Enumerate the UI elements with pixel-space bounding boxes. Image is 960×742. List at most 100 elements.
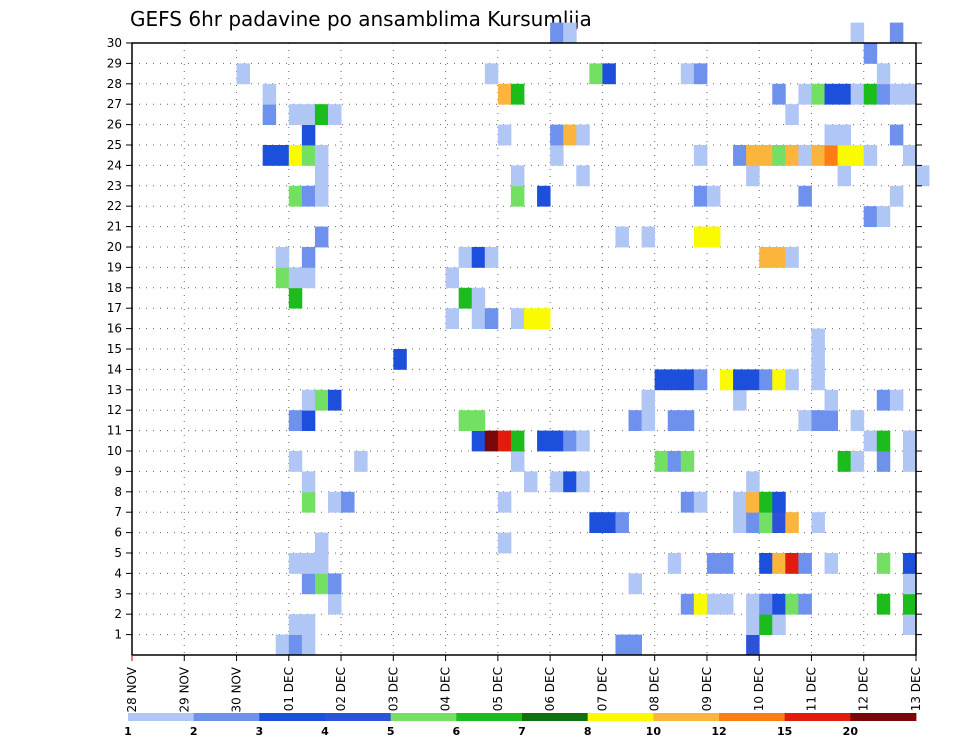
heat-cell — [301, 185, 316, 207]
heat-cell — [746, 471, 760, 493]
heat-cell — [706, 593, 721, 615]
heat-cell — [576, 430, 590, 452]
heat-cell — [876, 593, 891, 615]
heat-cell — [550, 145, 564, 166]
heat-cell — [628, 573, 642, 595]
heat-cell — [576, 124, 590, 146]
heat-cell — [615, 226, 629, 248]
heat-cell — [876, 206, 891, 227]
heat-cell — [706, 226, 721, 248]
heat-cell — [667, 451, 682, 472]
heat-cell — [850, 451, 865, 472]
y-tick-label: 18 — [107, 281, 122, 295]
heat-cell — [693, 145, 708, 166]
heat-cell — [314, 389, 329, 411]
heat-cell — [458, 410, 473, 431]
legend-label: 8 — [584, 725, 592, 738]
heat-cell — [733, 512, 747, 533]
legend-swatch — [587, 713, 654, 721]
heat-cell — [746, 165, 760, 187]
heat-cell — [680, 369, 695, 391]
heat-cell — [550, 430, 564, 452]
legend: 1 2 3 4 5 6 7 8 10 12 15 20 — [124, 713, 917, 738]
heat-cell — [680, 491, 695, 513]
heat-cell — [876, 451, 891, 472]
x-tick-label: 11 DEC — [804, 667, 818, 711]
heat-cell — [785, 512, 799, 533]
heat-cell — [876, 83, 891, 105]
x-tick-label: 13 DEC — [909, 667, 923, 711]
y-tick-label: 25 — [107, 138, 122, 152]
x-tick-label: 10 DEC — [752, 667, 766, 711]
heat-cell — [301, 247, 316, 268]
cells-layer — [236, 22, 930, 656]
heat-cell — [837, 145, 852, 166]
heat-cell — [916, 165, 930, 187]
heat-cell — [301, 389, 316, 411]
heat-cell — [288, 614, 303, 635]
heat-cell — [497, 83, 512, 105]
y-tick-label: 26 — [107, 118, 122, 132]
legend-label: 3 — [256, 725, 264, 738]
heat-cell — [876, 389, 891, 411]
legend-label: 10 — [646, 725, 662, 738]
heat-cell — [693, 369, 708, 391]
heat-cell — [693, 63, 708, 85]
heat-cell — [328, 491, 342, 513]
y-tick-label: 6 — [114, 526, 122, 540]
heat-cell — [772, 369, 786, 391]
heat-cell — [863, 206, 878, 227]
legend-swatch — [128, 713, 195, 721]
x-tick-label: 28 NOV — [125, 666, 139, 712]
heat-cell — [759, 369, 773, 391]
y-tick-label: 4 — [114, 566, 122, 580]
heat-cell — [314, 104, 329, 125]
heat-cell — [301, 124, 316, 146]
heat-cell — [445, 267, 460, 289]
heat-cell — [275, 247, 290, 268]
heat-cell — [772, 145, 786, 166]
heat-cell — [393, 349, 407, 370]
legend-label: 2 — [190, 725, 198, 738]
x-tick-label: 29 NOV — [177, 666, 191, 712]
heat-cell — [537, 185, 551, 207]
y-axis: 1234567891011121314151617181920212223242… — [107, 36, 922, 642]
heat-cell — [510, 185, 525, 207]
heat-cell — [510, 451, 525, 472]
heat-cell — [301, 410, 316, 431]
heat-cell — [589, 63, 603, 85]
heat-cell — [667, 369, 682, 391]
heat-cell — [837, 165, 852, 187]
heat-cell — [288, 451, 303, 472]
x-tick-label: 09 DEC — [700, 667, 714, 711]
legend-label: 1 — [124, 725, 132, 738]
y-tick-label: 14 — [107, 362, 122, 376]
heat-cell — [301, 553, 316, 574]
heat-cell — [824, 553, 838, 574]
heat-cell — [301, 104, 316, 125]
heat-cell — [798, 410, 812, 431]
heat-cell — [471, 430, 486, 452]
legend-label: 7 — [518, 725, 526, 738]
heat-cell — [785, 104, 799, 125]
heat-cell — [628, 410, 642, 431]
heat-cell — [759, 512, 773, 533]
heat-cell — [563, 430, 577, 452]
heat-cell — [889, 83, 904, 105]
heat-cell — [785, 593, 799, 615]
heat-cell — [262, 145, 277, 166]
heat-cell — [772, 83, 786, 105]
heat-cell — [550, 22, 564, 44]
heat-cell — [576, 471, 590, 493]
heat-cell — [510, 430, 525, 452]
heat-cell — [837, 124, 852, 146]
heat-cell — [772, 593, 786, 615]
heat-cell — [314, 573, 329, 595]
y-tick-label: 28 — [107, 77, 122, 91]
heat-cell — [654, 369, 669, 391]
y-tick-label: 19 — [107, 260, 122, 274]
heat-cell — [615, 512, 629, 533]
chart-title: GEFS 6hr padavine po ansamblima Kursumli… — [130, 7, 592, 31]
heat-cell — [811, 83, 825, 105]
heat-cell — [262, 83, 277, 105]
